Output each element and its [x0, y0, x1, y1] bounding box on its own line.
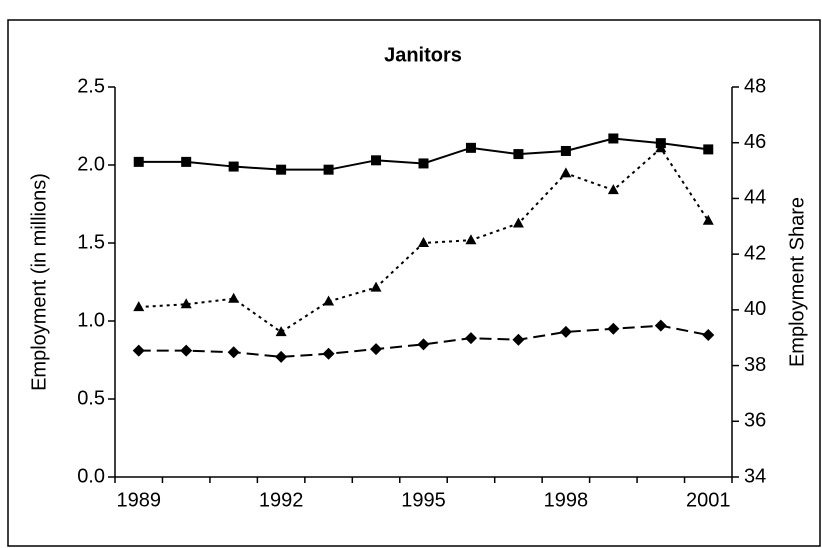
marker [465, 142, 476, 153]
marker [417, 338, 430, 351]
marker [464, 332, 477, 345]
chart-frame [7, 19, 821, 547]
marker [702, 214, 714, 225]
marker [608, 133, 619, 144]
y-tick-label: 1.0 [77, 309, 105, 331]
marker [323, 164, 334, 175]
y-tick-label: 1.5 [77, 231, 105, 253]
x-tick-label: 1989 [116, 489, 161, 511]
marker [607, 184, 619, 195]
x-tick-label: 1992 [259, 489, 304, 511]
marker [371, 155, 382, 166]
marker [322, 347, 335, 360]
marker [228, 161, 239, 172]
marker [559, 325, 572, 338]
marker [513, 149, 524, 160]
marker [703, 144, 714, 155]
y2-tick-label: 38 [744, 354, 766, 376]
y2-tick-label: 34 [744, 465, 766, 487]
marker [323, 295, 335, 306]
y-tick-label: 2.5 [77, 75, 105, 97]
marker [370, 281, 382, 292]
y-axis-label: Employment (in millions) [28, 173, 50, 391]
marker [607, 322, 620, 335]
marker [560, 167, 572, 178]
y2-tick-label: 40 [744, 298, 766, 320]
x-tick-label: 2001 [686, 489, 731, 511]
marker [465, 234, 477, 245]
marker [702, 329, 715, 342]
marker [180, 344, 193, 357]
marker [180, 298, 192, 309]
marker [133, 301, 145, 312]
marker [132, 344, 145, 357]
marker [228, 292, 240, 303]
marker [133, 156, 144, 167]
y2-tick-label: 46 [744, 131, 766, 153]
y-tick-label: 2.0 [77, 153, 105, 175]
x-tick-label: 1998 [544, 489, 589, 511]
marker [276, 164, 287, 175]
marker [655, 142, 667, 153]
marker [227, 346, 240, 359]
marker [370, 343, 383, 356]
marker [560, 145, 571, 156]
y2-tick-label: 48 [744, 75, 766, 97]
y2-tick-label: 44 [744, 187, 766, 209]
chart-title: Janitors [384, 44, 462, 66]
y-tick-label: 0.5 [77, 387, 105, 409]
marker [275, 350, 288, 363]
marker [512, 217, 524, 228]
marker [512, 333, 525, 346]
x-tick-label: 1995 [401, 489, 446, 511]
marker [181, 156, 192, 167]
marker [418, 237, 429, 247]
marker [275, 326, 287, 337]
y2-tick-label: 36 [744, 410, 766, 432]
y2-tick-label: 42 [744, 242, 766, 264]
y-tick-label: 0.0 [77, 465, 105, 487]
marker [418, 158, 429, 169]
y2-axis-label: Employment Share [786, 197, 808, 367]
marker [654, 319, 667, 332]
